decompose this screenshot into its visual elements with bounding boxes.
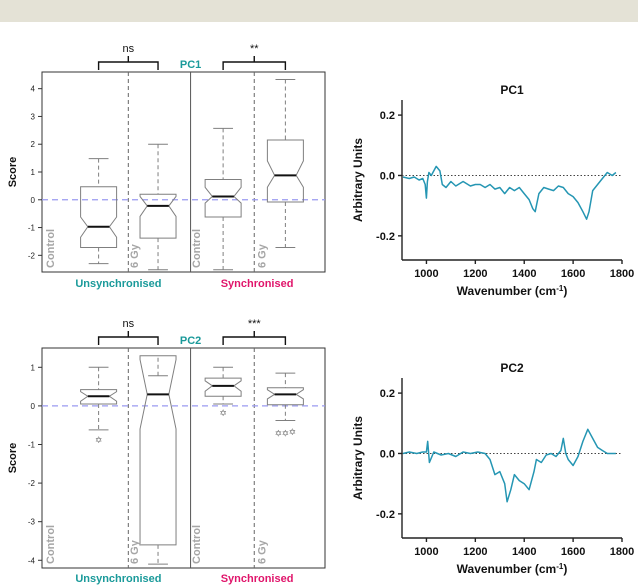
- x-tick-label: 1200: [463, 268, 487, 280]
- significance-bracket: [97, 331, 159, 345]
- y-tick-label: 3: [31, 112, 36, 121]
- y-axis-label: Arbitrary Units: [351, 416, 365, 500]
- box-3: ✡: [204, 366, 242, 418]
- x-axis-label: Wavenumber (cm-1): [457, 562, 568, 577]
- outlier-marker: ✡: [282, 429, 290, 439]
- notched-box: [139, 193, 177, 239]
- box-4: [266, 79, 304, 249]
- y-tick-label: 4: [31, 85, 36, 94]
- y-axis-label: Score: [7, 157, 19, 188]
- significance-label: ns: [123, 43, 135, 55]
- outlier-marker: ✡: [219, 408, 227, 418]
- x-axis-label: Wavenumber (cm-1): [457, 284, 568, 299]
- x-tick-label: 1600: [561, 546, 585, 558]
- series-line: [402, 165, 617, 220]
- x-axis-label-sup: -1: [556, 284, 564, 293]
- notched-box: [266, 387, 304, 406]
- y-tick-label: -4: [28, 556, 36, 565]
- y-axis-label: Arbitrary Units: [351, 138, 365, 222]
- notched-box: [204, 179, 242, 218]
- box-1: [80, 158, 118, 265]
- line-panel-1: -0.2 0.0 0.2 1000 1200 1400 1600 1800 PC1 Arbitra…: [351, 83, 634, 298]
- x-axis-label-end: ): [563, 562, 567, 576]
- x-tick-label: 1800: [610, 546, 634, 558]
- x-axis-label-main: Wavenumber (cm: [457, 562, 557, 576]
- box-4: ✡ ✡ ✡: [266, 372, 304, 439]
- significance-label: ns: [123, 318, 135, 330]
- notched-box: [80, 186, 118, 249]
- group-label: Unsynchronised: [75, 573, 161, 585]
- x-axis-label-sup: -1: [556, 562, 564, 571]
- y-tick-label: 2: [31, 140, 36, 149]
- significance-bracket: [97, 56, 159, 70]
- group-label: Synchronised: [221, 278, 294, 290]
- box-label: Control: [191, 229, 203, 268]
- y-tick-label: 0.2: [380, 110, 395, 122]
- y-tick-label: 0.0: [380, 170, 395, 182]
- box-label: 6 Gy: [256, 243, 268, 268]
- plot-frame: [41, 71, 326, 273]
- box-label: Control: [45, 525, 57, 564]
- box-2: [139, 355, 177, 565]
- box-2: [139, 143, 177, 271]
- outlier-marker: ✡: [275, 429, 283, 439]
- chart-title: PC2: [500, 361, 524, 375]
- box-label: 6 Gy: [129, 243, 141, 268]
- boxplot-panel-1: -2 -1 0 1 2 3 4 Score Control 6 Gy Control 6 Gy PC1 n…: [7, 43, 326, 290]
- y-tick-label: -2: [28, 479, 36, 488]
- y-tick-label: 1: [31, 363, 36, 372]
- significance-bracket: [222, 331, 287, 345]
- x-tick-label: 1000: [414, 268, 438, 280]
- box-label: 6 Gy: [129, 539, 141, 564]
- top-bar: [0, 0, 638, 22]
- box-1: ✡: [80, 366, 118, 445]
- notched-box: [139, 355, 177, 546]
- outlier-marker: ✡: [289, 427, 297, 437]
- y-tick-label: -1: [28, 440, 36, 449]
- y-axis-label: Score: [7, 443, 19, 474]
- notched-box: [266, 139, 304, 203]
- pc-label: PC2: [180, 335, 201, 347]
- significance-label: **: [250, 43, 259, 55]
- x-tick-label: 1400: [512, 268, 536, 280]
- x-tick-label: 1000: [414, 546, 438, 558]
- x-tick-label: 1600: [561, 268, 585, 280]
- y-tick-label: 0.2: [380, 388, 395, 400]
- y-tick-label: -0.2: [376, 231, 395, 243]
- x-axis-label-end: ): [563, 284, 567, 298]
- chart-title: PC1: [500, 83, 524, 97]
- notched-box: [80, 389, 118, 405]
- group-label: Unsynchronised: [75, 278, 161, 290]
- x-axis-label-main: Wavenumber (cm: [457, 284, 557, 298]
- pc-label: PC1: [180, 59, 201, 71]
- group-label: Synchronised: [221, 573, 294, 585]
- outlier-marker: ✡: [95, 435, 103, 445]
- significance-bracket: [222, 56, 287, 70]
- y-tick-label: 0: [31, 196, 36, 205]
- y-tick-label: 0.0: [380, 448, 395, 460]
- y-tick-label: 1: [31, 168, 36, 177]
- x-tick-label: 1200: [463, 546, 487, 558]
- box-label: 6 Gy: [256, 539, 268, 564]
- x-tick-label: 1400: [512, 546, 536, 558]
- x-tick-label: 1800: [610, 268, 634, 280]
- significance-label: ***: [248, 318, 262, 330]
- y-tick-label: -1: [28, 224, 36, 233]
- plot-frame: [41, 347, 326, 569]
- box-label: Control: [45, 229, 57, 268]
- notched-box: [204, 377, 242, 397]
- y-tick-label: -3: [28, 518, 36, 527]
- box-3: [204, 127, 242, 271]
- y-tick-label: 0: [31, 402, 36, 411]
- box-label: Control: [191, 525, 203, 564]
- y-tick-label: -2: [28, 251, 36, 260]
- line-panel-2: -0.2 0.0 0.2 1000 1200 1400 1600 1800 PC2 Arbitra…: [351, 361, 634, 576]
- y-tick-label: -0.2: [376, 509, 395, 521]
- series-line: [402, 428, 616, 503]
